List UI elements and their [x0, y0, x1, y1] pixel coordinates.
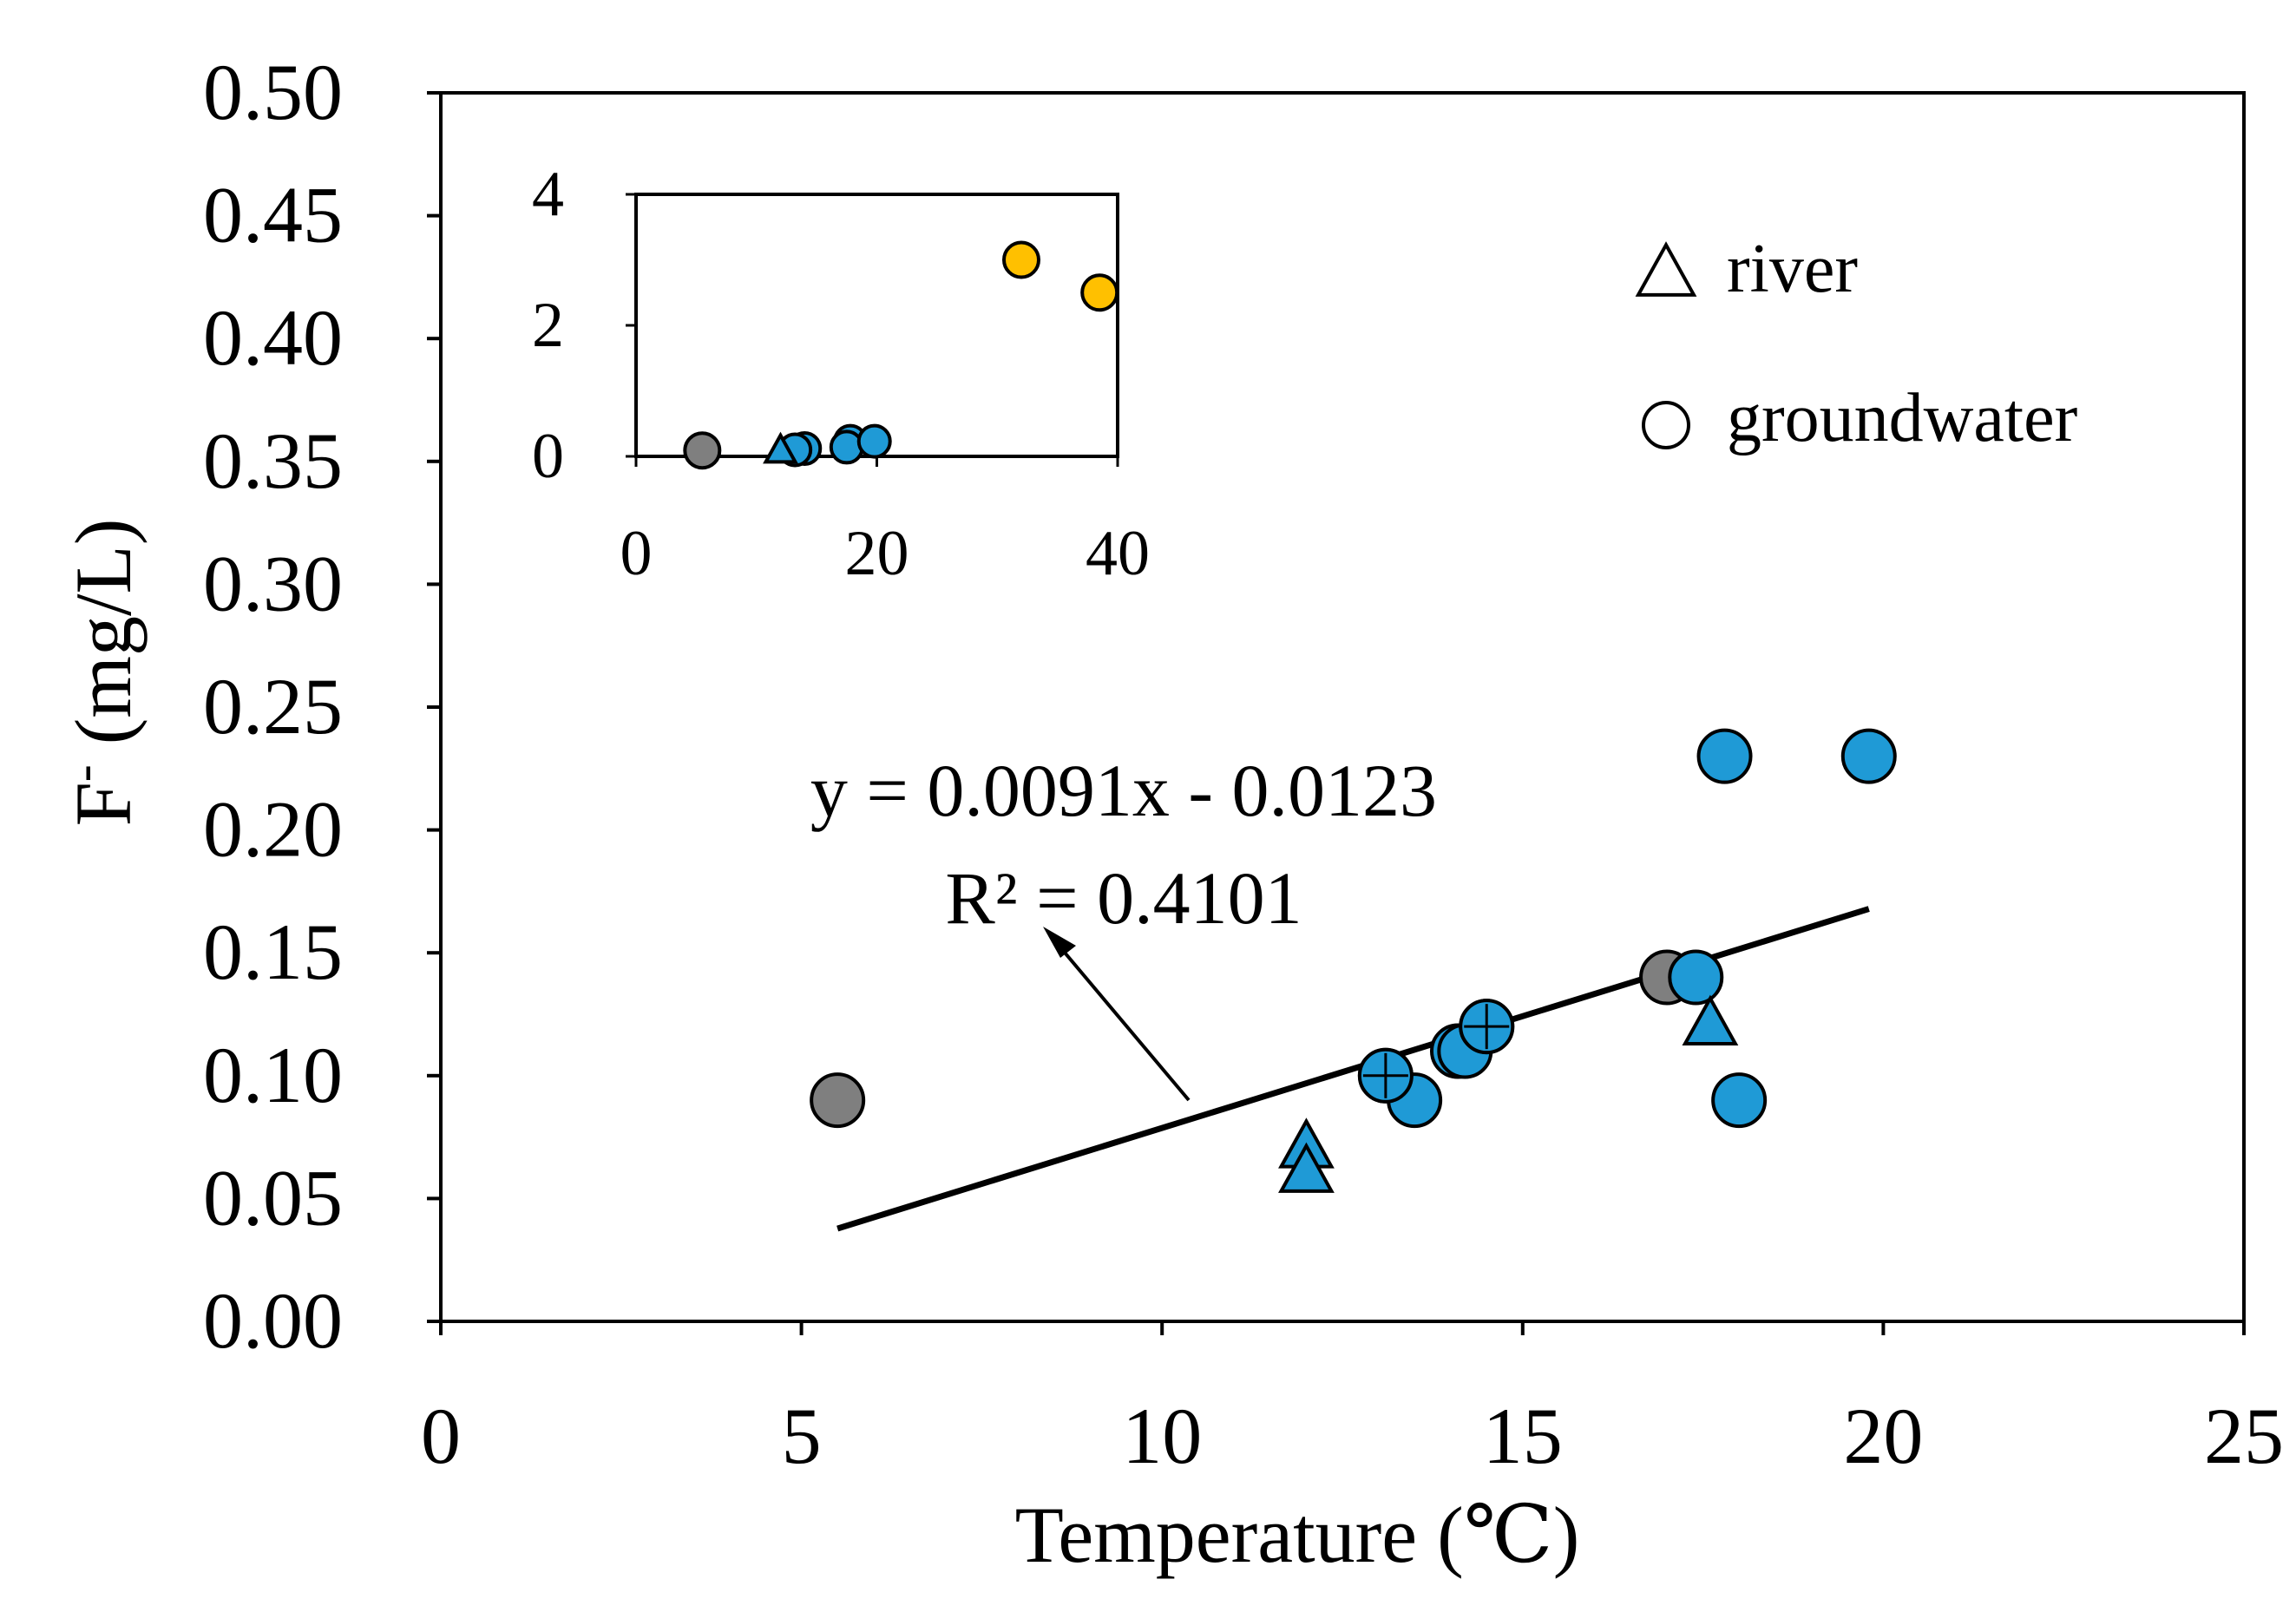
inset-data-point-circle [829, 429, 864, 465]
y-axis-title-rest: (mg/L) [59, 519, 148, 765]
legend-marker-circle [1642, 401, 1690, 449]
trendline-r-squared: R² = 0.4101 [945, 856, 1302, 940]
data-point-circle [810, 1072, 866, 1129]
inset-data-point-circle [1002, 240, 1040, 279]
x-tick-label: 20 [1843, 1392, 1923, 1480]
inset-data-point-circle [856, 423, 892, 459]
annotation-arrow-line [1059, 946, 1191, 1102]
inset-y-tick-label: 2 [532, 290, 564, 361]
x-tick-label: 0 [421, 1392, 461, 1480]
svg-text:F- (mg/L): F- (mg/L) [55, 519, 148, 827]
legend-label-river: river [1727, 231, 1858, 307]
y-tick-label: 0.45 [203, 171, 343, 259]
legend-marker-triangle [1635, 241, 1697, 297]
trendline-equation: y = 0.0091x - 0.0123 [810, 749, 1437, 832]
data-point-circle [1696, 728, 1753, 784]
main-axes: 0.00 0.05 0.10 0.15 0.20 0.25 0.30 0.35 0.40 0.45… [203, 48, 2284, 1480]
y-tick-label: 0.10 [203, 1031, 343, 1119]
x-tick-label: 15 [1483, 1392, 1563, 1480]
inset-data-point-triangle [763, 431, 798, 464]
inset-frame [634, 193, 1119, 458]
data-point-circle [1668, 949, 1724, 1006]
y-tick-label: 0.30 [203, 539, 343, 627]
x-axis-title: Temperature (℃) [1015, 1491, 1580, 1579]
y-tick-label: 0.40 [203, 293, 343, 382]
y-tick-label: 0.00 [203, 1276, 343, 1365]
data-point-circle [1840, 728, 1897, 784]
x-tick-label: 5 [782, 1392, 822, 1480]
y-axis-title-main: F [59, 782, 148, 826]
y-axis-title-superscript: - [55, 764, 112, 782]
legend: river groundwater [1635, 231, 2077, 456]
y-axis-title: F- (mg/L) [55, 519, 148, 827]
inset-x-tick-label: 0 [620, 518, 653, 589]
legend-label-groundwater: groundwater [1727, 380, 2077, 456]
data-point-circle [1711, 1072, 1768, 1129]
inset-data-point-circle [683, 431, 722, 470]
x-tick-label: 25 [2204, 1392, 2284, 1480]
inset-x-tick-label: 40 [1086, 518, 1150, 589]
inset-y-tick-label: 4 [532, 159, 564, 230]
inset-y-tick-label: 0 [532, 421, 564, 492]
y-tick-label: 0.50 [203, 48, 343, 136]
inset-x-tick-label: 20 [845, 518, 909, 589]
y-tick-label: 0.35 [203, 416, 343, 505]
y-tick-label: 0.05 [203, 1153, 343, 1242]
inset-data-point-circle [1080, 273, 1119, 312]
main-plot-area [810, 728, 1897, 1232]
y-tick-label: 0.20 [203, 785, 343, 874]
y-tick-label: 0.25 [203, 662, 343, 750]
data-point-triangle [1682, 994, 1739, 1045]
y-tick-label: 0.15 [203, 908, 343, 996]
x-tick-label: 10 [1122, 1392, 1202, 1480]
annotation-arrow-head [1043, 927, 1076, 958]
data-point-triangle [1278, 1142, 1335, 1193]
